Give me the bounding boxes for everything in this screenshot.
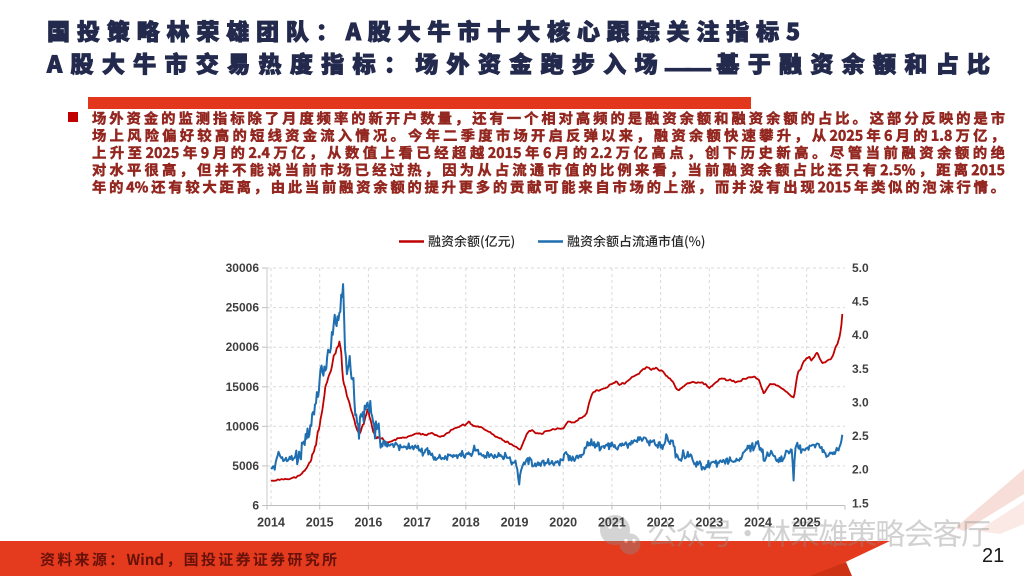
svg-text:3.5: 3.5 <box>852 362 869 376</box>
svg-text:3.0: 3.0 <box>852 396 869 410</box>
svg-text:6: 6 <box>252 499 259 513</box>
svg-text:2020: 2020 <box>549 516 577 530</box>
svg-text:5006: 5006 <box>232 459 259 473</box>
svg-text:2017: 2017 <box>403 516 431 530</box>
svg-text:4.5: 4.5 <box>852 295 869 309</box>
svg-text:2.5: 2.5 <box>852 429 869 443</box>
svg-text:2022: 2022 <box>647 516 675 530</box>
svg-text:30006: 30006 <box>226 261 260 275</box>
svg-text:2.0: 2.0 <box>852 463 869 477</box>
svg-text:2021: 2021 <box>598 516 626 530</box>
svg-text:5.0: 5.0 <box>852 261 869 275</box>
svg-text:2018: 2018 <box>452 516 480 530</box>
svg-text:2014: 2014 <box>257 516 285 530</box>
svg-text:2025: 2025 <box>793 516 821 530</box>
svg-text:20006: 20006 <box>226 340 260 354</box>
svg-text:2016: 2016 <box>354 516 382 530</box>
svg-text:1.5: 1.5 <box>852 496 869 510</box>
svg-text:2019: 2019 <box>501 516 529 530</box>
svg-text:4.0: 4.0 <box>852 328 869 342</box>
svg-text:25006: 25006 <box>226 301 260 315</box>
svg-text:2015: 2015 <box>306 516 334 530</box>
svg-text:10006: 10006 <box>226 419 260 433</box>
svg-text:2024: 2024 <box>744 516 772 530</box>
svg-text:15006: 15006 <box>226 380 260 394</box>
svg-text:21: 21 <box>982 545 1004 567</box>
svg-text:2023: 2023 <box>695 516 723 530</box>
